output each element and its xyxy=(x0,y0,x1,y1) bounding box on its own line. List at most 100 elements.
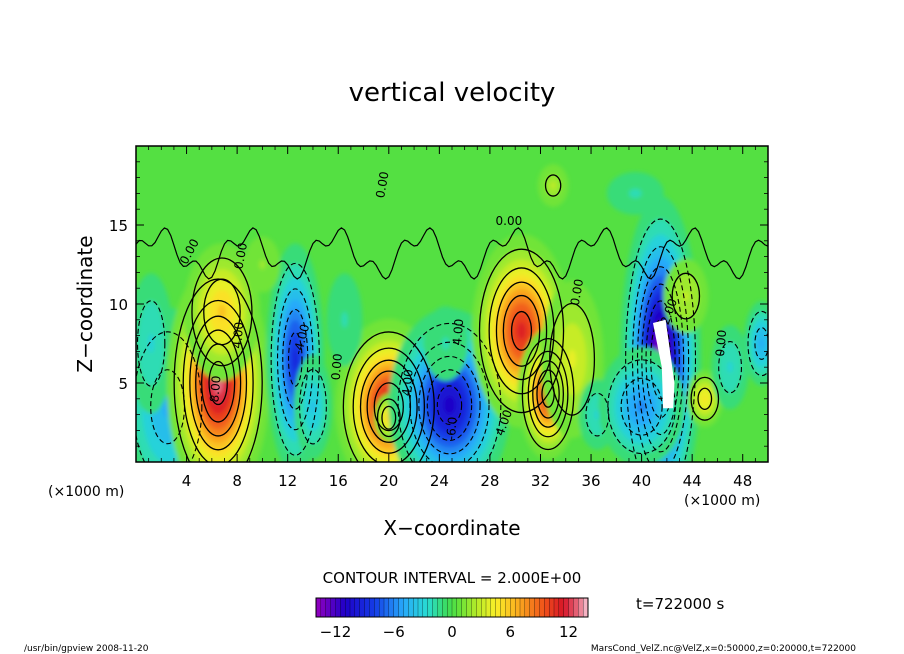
contour-labels: 0.00 0.000.000.000.000.000.008.004.004.00… xyxy=(177,170,729,440)
contour-line xyxy=(549,302,596,416)
colorbar-swatch xyxy=(432,597,438,618)
contour-line xyxy=(191,257,253,367)
contour-line xyxy=(342,331,435,462)
colorbar-swatch xyxy=(568,597,574,618)
contour-label: 0.00 xyxy=(496,214,523,228)
field-cell xyxy=(682,291,689,302)
contour-line xyxy=(510,310,533,351)
colorbar-swatch xyxy=(485,597,492,618)
colorbar-swatch xyxy=(359,597,366,618)
contour-line xyxy=(636,266,685,453)
colorbar-swatch xyxy=(510,597,516,618)
colorbar-swatch xyxy=(408,597,414,618)
colorbar-swatch xyxy=(539,597,545,618)
contour-line xyxy=(536,369,560,419)
colorbar-tick-label: −6 xyxy=(383,623,405,641)
contour-line xyxy=(436,385,463,425)
contour-line xyxy=(373,382,404,432)
field-cell xyxy=(594,409,600,420)
x-tick-label: 32 xyxy=(531,472,550,490)
colorbar-swatch xyxy=(500,597,506,618)
colorbar-swatch xyxy=(388,597,395,618)
contour-label: 4.00 xyxy=(450,318,466,346)
colorbar-swatch xyxy=(480,597,487,618)
colorbar-swatch xyxy=(349,597,356,618)
field-cell xyxy=(759,338,764,349)
colorbar-swatch xyxy=(524,597,531,618)
contour-line xyxy=(270,262,320,456)
field-cell xyxy=(550,182,556,189)
x-tick-label: 28 xyxy=(480,472,499,490)
field-cell xyxy=(292,348,299,371)
contour-line xyxy=(195,329,242,437)
contour-line xyxy=(632,246,690,462)
contour-line xyxy=(585,392,610,437)
contour-line xyxy=(671,272,701,320)
colorbar-swatch xyxy=(383,597,390,618)
colorbar-swatch xyxy=(573,597,579,618)
colorbar-swatch xyxy=(427,597,434,618)
colorbar xyxy=(315,597,589,618)
contour-lines xyxy=(136,174,768,462)
field-cell xyxy=(568,349,576,369)
colorbar-swatch xyxy=(354,597,361,618)
contour-line xyxy=(697,387,713,411)
contour-line xyxy=(607,359,676,455)
colorbar-swatch xyxy=(393,597,400,618)
colorbar-swatch xyxy=(471,597,477,618)
y-tick-label: 5 xyxy=(118,375,128,393)
x-tick-label: 20 xyxy=(379,472,398,490)
colorbar-swatch xyxy=(398,597,404,618)
contour-line xyxy=(495,281,548,381)
contour-line xyxy=(136,300,166,387)
zero-contour xyxy=(136,227,768,280)
colorbar-swatch xyxy=(369,597,375,618)
x-tick-label: 44 xyxy=(683,472,702,490)
y-axis-ticks: 5 10 15 xyxy=(109,161,768,447)
missing-value-region xyxy=(652,319,675,409)
contour-label: 0.00 xyxy=(713,329,729,357)
colorbar-swatch xyxy=(417,597,424,618)
colorbar-swatch xyxy=(558,597,565,618)
colorbar-swatch xyxy=(578,597,584,618)
colorbar-swatch xyxy=(335,597,341,618)
contour-line xyxy=(645,300,676,419)
contour-line xyxy=(690,376,720,421)
colorbar-swatch xyxy=(514,597,521,618)
contour-line xyxy=(478,248,565,414)
colorbar-tick-label: 6 xyxy=(506,623,516,641)
contour-line xyxy=(641,283,680,436)
colorbar-swatch xyxy=(325,597,332,618)
contour-line xyxy=(532,360,565,428)
colorbar-swatch xyxy=(442,597,448,618)
colorbar-swatch xyxy=(364,597,370,618)
field-cell xyxy=(310,400,316,414)
colorbar-swatch xyxy=(412,597,419,618)
colorbar-swatch xyxy=(563,597,570,618)
y-axis-label: Z−coordinate xyxy=(73,235,97,372)
colorbar-swatch xyxy=(534,597,540,618)
contour-line xyxy=(488,267,555,395)
x-tick-label: 8 xyxy=(232,472,242,490)
colorbar-swatch xyxy=(378,597,385,618)
x-axis-ticks: 4 8 12 16 20 24 28 32 36 40 44 48 xyxy=(148,146,756,490)
colorbar-swatch xyxy=(344,597,351,618)
colorbar-swatch xyxy=(446,597,453,618)
contour-label: 8.00 xyxy=(207,375,223,403)
x-tick-label: 16 xyxy=(329,472,348,490)
field-cell xyxy=(628,188,642,199)
footer-left: /usr/bin/gpview 2008-11-20 xyxy=(24,644,149,654)
contour-line xyxy=(409,341,490,462)
colorbar-swatch xyxy=(553,597,560,618)
colorbar-swatch xyxy=(340,597,346,618)
contour-line xyxy=(208,360,228,406)
contour-label: 0.00 xyxy=(568,278,586,307)
contour-line xyxy=(182,299,254,462)
contour-line xyxy=(397,322,502,462)
contour-line xyxy=(136,331,203,462)
x-tick-label: 4 xyxy=(182,472,192,490)
field-cell xyxy=(443,396,456,415)
y-tick-label: 10 xyxy=(109,296,128,314)
footer-right: MarsCond_VelZ.nc@VelZ,x=0:50000,z=0:2000… xyxy=(591,644,856,654)
